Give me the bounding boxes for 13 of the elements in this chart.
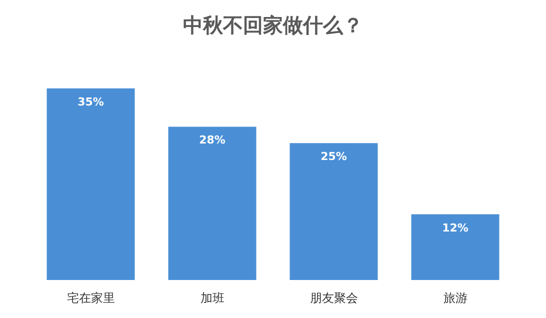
chart-title: 中秋不回家做什么？ <box>183 13 363 37</box>
x-tick-label: 旅游 <box>443 291 468 305</box>
x-tick-label: 宅在家里 <box>66 291 115 305</box>
data-label: 25% <box>320 150 347 164</box>
data-label: 35% <box>78 95 104 108</box>
bar <box>290 143 378 280</box>
bar <box>411 214 500 280</box>
data-label: 12% <box>442 221 468 234</box>
bar <box>46 88 135 280</box>
data-label: 28% <box>199 134 226 147</box>
x-tick-label: 朋友聚会 <box>310 291 358 305</box>
bar <box>168 126 256 280</box>
x-tick-label: 加班 <box>200 291 224 305</box>
